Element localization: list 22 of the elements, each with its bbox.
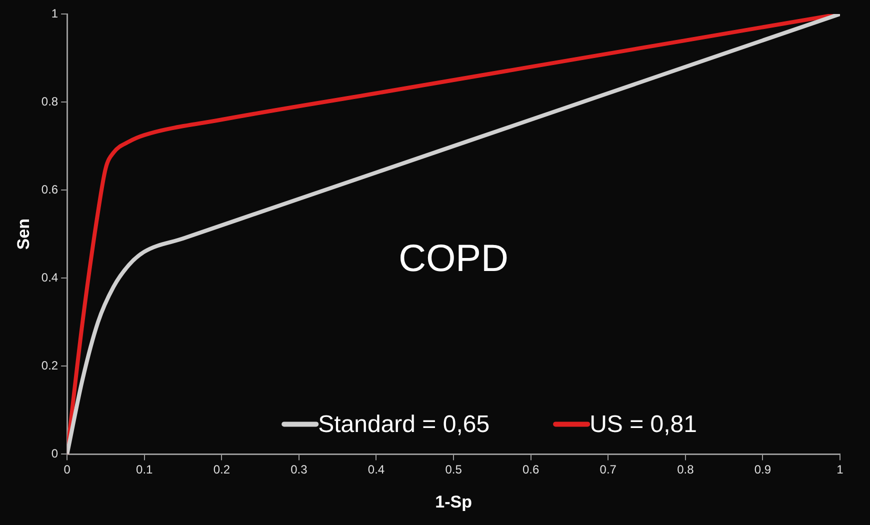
x-tick-label: 0.8: [677, 462, 694, 477]
y-tick-label: 0.4: [41, 270, 58, 284]
y-tick-label: 0: [51, 446, 58, 461]
x-tick-label: 0.1: [136, 462, 154, 477]
y-tick-label: 0.6: [41, 182, 58, 196]
x-axis-title: 1-Sp: [435, 492, 472, 512]
x-tick-label: 0: [64, 462, 71, 477]
y-axis-title: Sen: [14, 218, 33, 250]
x-tick-label: 1: [836, 462, 844, 477]
legend-label: US = 0,81: [590, 410, 697, 438]
legend-label: Standard = 0,65: [318, 410, 490, 438]
x-tick-label: 0.7: [600, 462, 617, 477]
x-tick-label: 0.9: [754, 462, 772, 477]
y-tick-label: 1: [51, 6, 58, 20]
x-tick-label: 0.3: [290, 462, 308, 477]
x-tick-label: 0.6: [522, 462, 540, 477]
x-tick-label: 0.2: [213, 462, 230, 477]
x-tick-label: 0.5: [445, 462, 462, 477]
annotation: COPD: [398, 238, 508, 280]
y-tick-label: 0.8: [41, 94, 58, 108]
x-tick-label: 0.4: [368, 462, 385, 477]
y-tick-label: 0.2: [41, 358, 58, 372]
